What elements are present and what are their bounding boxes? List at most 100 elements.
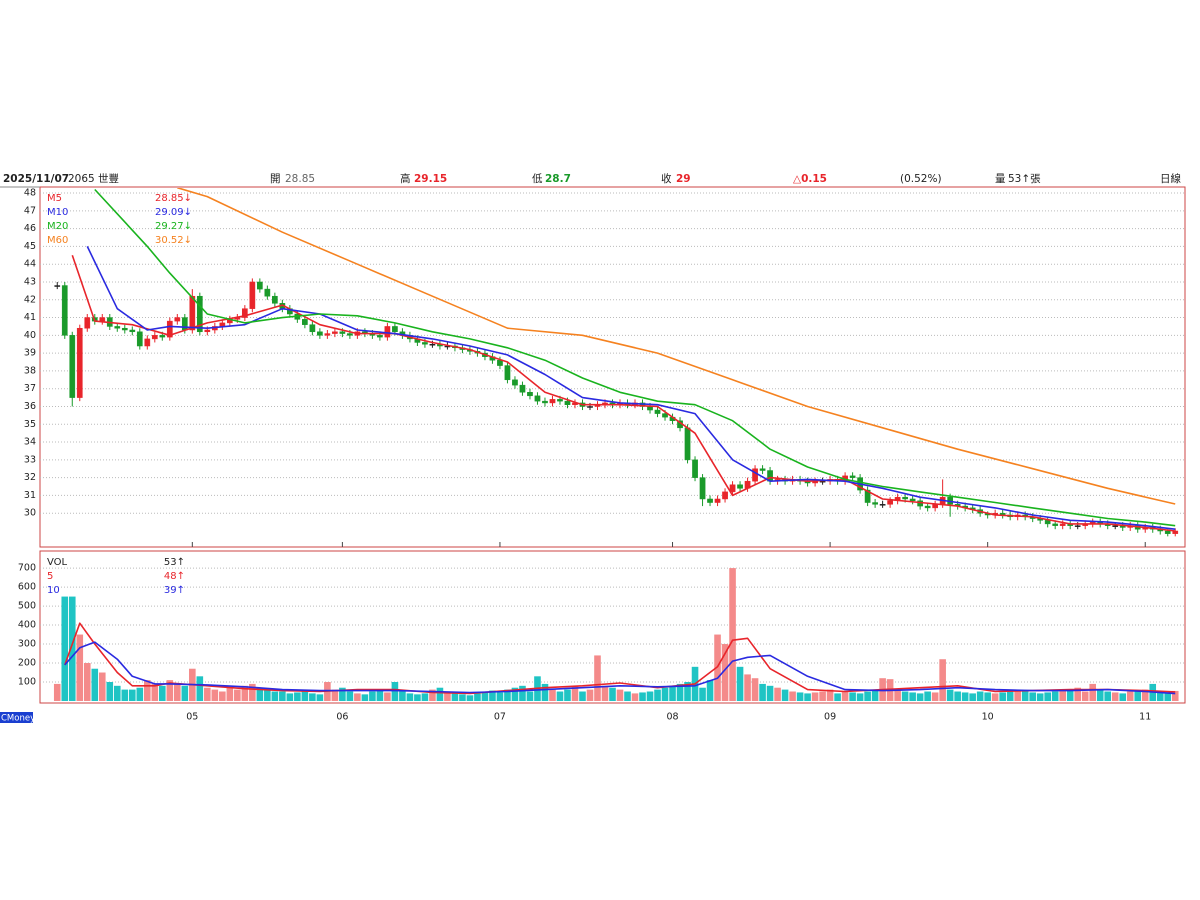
volume-bar [519, 685, 526, 701]
candle-body [84, 317, 91, 329]
label: 開 [270, 173, 281, 185]
volume-bar [1014, 689, 1021, 701]
y-tick-label: 33 [24, 454, 36, 465]
volume-bar [1134, 690, 1142, 701]
volume-bar [1059, 690, 1066, 701]
x-tick-label: 08 [666, 712, 678, 723]
ma-line [71, 255, 1176, 532]
volume-bar [1096, 689, 1104, 701]
candle-body [1164, 530, 1171, 534]
volume-bar [976, 691, 984, 701]
volume-bar [106, 682, 114, 701]
candle-body [887, 500, 893, 505]
candle-body [151, 335, 158, 340]
volume-bar [128, 689, 136, 701]
volume-bar [1036, 693, 1044, 701]
volume-bar [804, 693, 811, 701]
y-tick-label: 36 [24, 401, 36, 412]
candle-body [1044, 520, 1051, 525]
volume-bar [204, 687, 211, 701]
volume-bar [714, 634, 721, 701]
volume-bar [594, 655, 601, 701]
candle-body [392, 326, 398, 333]
candle-body [557, 399, 563, 402]
candle-body [99, 317, 106, 322]
candle-body [121, 327, 128, 331]
volume-bar [864, 691, 871, 701]
volume-bar [316, 694, 324, 701]
volume-bar [744, 674, 751, 701]
legend-value: 53↑ [164, 557, 185, 568]
volume-bar [586, 689, 594, 701]
candle-body [264, 288, 271, 297]
candle-body [504, 365, 511, 381]
volume-bar [181, 685, 189, 701]
candle-body [1172, 530, 1179, 534]
volume-bar [819, 691, 826, 701]
y-tick-label: 700 [18, 563, 36, 574]
volume-bar [984, 692, 991, 701]
y-tick-label: 200 [18, 658, 36, 669]
candle-body [429, 343, 436, 346]
candle-body [129, 329, 136, 333]
y-tick-label: 48 [24, 188, 36, 199]
volume-bar [1119, 693, 1127, 701]
volume-bar [631, 693, 639, 701]
volume-bar [909, 692, 916, 701]
volume-bar [196, 676, 204, 701]
volume-bar [931, 692, 939, 701]
volume-bar [564, 689, 571, 701]
ma-line [64, 622, 1176, 695]
volume-bar [91, 668, 99, 701]
x-tick-label: 07 [494, 712, 506, 723]
volume-bar [474, 693, 481, 701]
legend-value: 28.85↓ [155, 193, 192, 204]
volume-bar [429, 689, 436, 701]
legend-label: VOL [47, 557, 68, 568]
volume-bar [789, 691, 796, 701]
legend-value: 48↑ [164, 571, 185, 582]
candle-body [302, 319, 308, 325]
x-tick-label: 06 [336, 712, 348, 723]
ma-line [94, 188, 1176, 527]
volume-bar [946, 689, 954, 701]
candle-body [909, 498, 916, 502]
candle-body [879, 504, 886, 506]
candle-body [166, 320, 173, 338]
value: 53↑張 [1008, 173, 1041, 185]
y-tick-label: 47 [24, 205, 36, 216]
x-tick-label: 11 [1139, 712, 1151, 723]
candle-body [587, 406, 593, 408]
stock: 2065 世豐 [68, 172, 119, 185]
volume-bar [556, 691, 564, 701]
volume-bar [113, 685, 121, 701]
y-tick-label: 500 [18, 601, 36, 612]
volume-bar [616, 689, 624, 701]
candle-body [339, 331, 346, 334]
period: 日線 [1160, 172, 1182, 185]
volume-bar [264, 689, 271, 701]
candle-body [324, 333, 331, 336]
candle-body [924, 505, 931, 509]
volume-bar [639, 692, 646, 701]
candle-body [377, 335, 383, 338]
candle-body [136, 331, 143, 347]
candle-body [144, 338, 151, 347]
value: 29 [676, 173, 691, 185]
volume-bar [459, 694, 466, 701]
candle-body [759, 468, 766, 471]
candle-body [1112, 525, 1119, 527]
legend-label: M10 [47, 207, 68, 218]
volume-bar [834, 693, 841, 701]
volume-bar [766, 685, 774, 701]
y-tick-label: 400 [18, 620, 36, 631]
volume-bar [916, 693, 924, 701]
y-tick-label: 600 [18, 582, 36, 593]
volume-bar [774, 687, 781, 701]
candle-body [707, 498, 713, 503]
volume-bar [399, 691, 406, 701]
brand: CMoney [1, 714, 35, 724]
volume-bar [751, 678, 759, 701]
y-tick-label: 39 [24, 348, 36, 359]
candle-body [309, 324, 316, 333]
